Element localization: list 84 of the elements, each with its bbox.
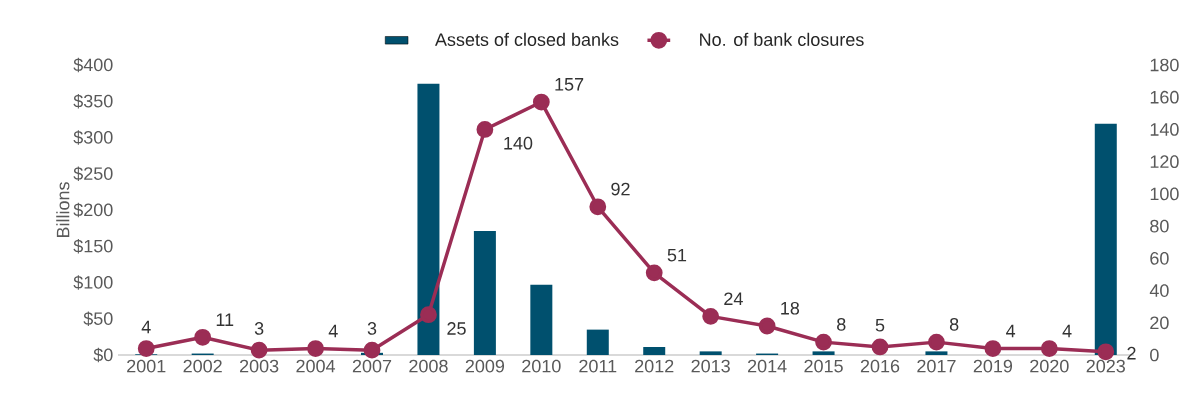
x-tick-label: 2011 (579, 359, 617, 373)
bar (925, 351, 948, 355)
x-tick-label: 2007 (352, 359, 392, 373)
y-tick-label: $300 (73, 130, 113, 145)
point (928, 333, 945, 351)
y2-tick-label: 140 (1150, 123, 1179, 136)
y2-tick-label: 40 (1149, 284, 1169, 297)
point (250, 341, 268, 359)
bar (473, 231, 496, 355)
data-label: 18 (781, 301, 800, 315)
data-label: 4 (1062, 324, 1072, 338)
data-label: 24 (724, 292, 743, 305)
x-tick-label: 2019 (973, 359, 1013, 373)
x-tick-label: 2014 (747, 359, 787, 373)
x-tick-label: 2012 (635, 359, 674, 373)
bar (1094, 123, 1117, 355)
data-label: 4 (328, 324, 338, 338)
data-label: 92 (611, 182, 630, 196)
data-label: 25 (447, 322, 466, 335)
point (589, 198, 607, 216)
data-label: 4 (141, 320, 151, 334)
data-label: 51 (667, 248, 687, 262)
x-tick-label: 2008 (409, 359, 448, 373)
data-label: 140 (504, 136, 533, 150)
bar (586, 329, 609, 355)
x-tick-label: 2009 (465, 359, 505, 373)
point (871, 338, 889, 356)
y2-tick-label: 160 (1150, 90, 1179, 104)
y-tick-label: $50 (83, 311, 113, 327)
legend-label: Assets of closed banks (434, 32, 619, 46)
data-label: 3 (254, 322, 264, 335)
point (758, 317, 776, 335)
point (532, 93, 550, 111)
y-tick-label: $150 (73, 238, 113, 254)
point (420, 306, 437, 324)
y-tick-label: $250 (73, 166, 113, 182)
y2-tick-label: 180 (1150, 58, 1179, 72)
point (307, 340, 324, 357)
y-tick-label: $200 (73, 202, 113, 218)
x-tick-label: 2010 (522, 359, 561, 373)
point (645, 264, 663, 282)
x-tick-label: 2023 (1086, 359, 1125, 373)
point (476, 121, 494, 138)
y2-tick-label: 0 (1150, 348, 1159, 362)
x-tick-label: 2001 (127, 359, 166, 373)
x-tick-label: 2004 (296, 359, 336, 373)
data-label: 4 (1006, 324, 1016, 338)
x-tick-label: 2016 (860, 359, 900, 373)
x-tick-label: 2017 (917, 359, 956, 373)
data-label: 8 (949, 317, 959, 331)
point (702, 307, 720, 325)
bar (643, 347, 666, 355)
y-tick-label: $400 (73, 57, 113, 73)
data-label: 2 (1127, 346, 1136, 360)
data-label: 11 (216, 313, 234, 326)
data-label: 3 (367, 322, 377, 335)
x-tick-label: 2020 (1030, 359, 1069, 373)
point (1040, 340, 1058, 357)
data-label: 5 (875, 319, 885, 332)
y-tick-label: $100 (73, 275, 113, 290)
data-label: 8 (837, 317, 846, 331)
point (815, 333, 832, 351)
y2-tick-label: 120 (1150, 155, 1179, 169)
y-axis-title: Billions (56, 182, 70, 238)
bar (699, 351, 722, 355)
x-tick-label: 2003 (239, 359, 279, 373)
y2-tick-label: 100 (1150, 187, 1179, 201)
bar (530, 284, 553, 355)
point (984, 340, 1002, 357)
point (137, 340, 155, 357)
data-label: 157 (555, 78, 584, 91)
point (363, 341, 381, 359)
y-tick-label: $350 (73, 93, 113, 109)
y2-tick-label: 60 (1150, 251, 1169, 265)
x-tick-label: 2013 (691, 359, 730, 373)
legend-label: No. of bank closures (700, 32, 864, 46)
point (194, 328, 212, 346)
y-tick-label: $0 (93, 347, 113, 363)
x-tick-label: 2015 (804, 359, 843, 373)
bar (812, 351, 835, 355)
x-tick-label: 2002 (183, 359, 222, 373)
y2-tick-label: 20 (1150, 316, 1169, 330)
bar (417, 83, 440, 355)
y2-tick-label: 80 (1150, 219, 1169, 233)
